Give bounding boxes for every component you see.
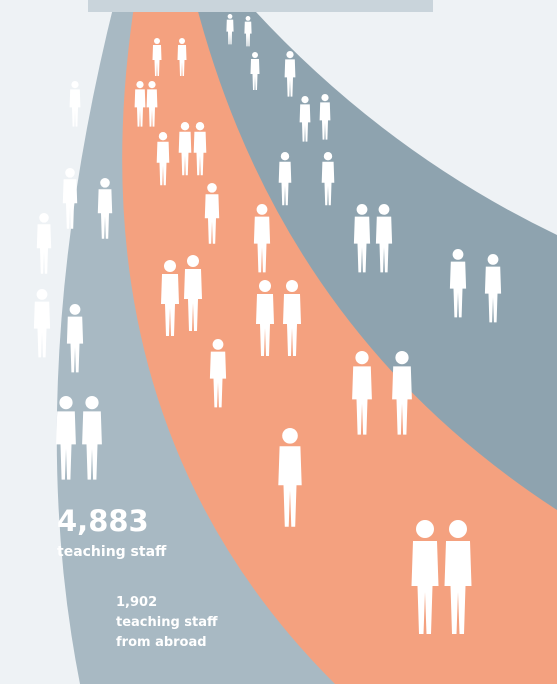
person-body [449, 261, 467, 318]
person-body [278, 161, 292, 206]
stat-label: teaching staff [116, 615, 218, 630]
person-head [259, 280, 271, 292]
person-body [392, 366, 412, 435]
person-body [244, 21, 252, 47]
person-body [97, 189, 113, 239]
person-head [187, 255, 199, 267]
person-body [82, 411, 102, 480]
person-head [136, 81, 144, 89]
person-body [178, 131, 192, 176]
person-body [146, 89, 158, 127]
person-body [161, 274, 179, 336]
person-body [444, 541, 472, 634]
person-head [39, 213, 49, 223]
building-strip [88, 0, 433, 12]
person-head [286, 280, 298, 292]
person-head [212, 339, 224, 350]
person-body [375, 216, 393, 273]
person-body [352, 366, 372, 435]
person-body [33, 301, 51, 358]
person-body [226, 19, 234, 45]
person-body [204, 194, 220, 244]
person-head [452, 249, 464, 260]
person-head [323, 152, 333, 161]
person-head [252, 52, 258, 58]
person-body [484, 266, 502, 323]
person-body [56, 411, 76, 480]
person-body [411, 541, 439, 634]
stat-label: from abroad [116, 635, 207, 650]
person-head [487, 254, 499, 265]
person-head [280, 152, 290, 161]
person-body [321, 161, 335, 206]
person-body [66, 316, 84, 373]
person-head [355, 351, 369, 365]
person-body [299, 104, 311, 142]
stat-value: 1,902 [116, 595, 157, 610]
person-head [207, 183, 217, 193]
person-head [164, 260, 176, 272]
person-body [256, 294, 274, 356]
person-head [71, 81, 79, 89]
stat-value: 4,883 [57, 504, 149, 538]
person-body [152, 45, 162, 76]
person-head [282, 428, 298, 444]
person-head [256, 204, 268, 215]
person-head [286, 51, 294, 59]
background-right [245, 0, 557, 235]
person-body [184, 269, 202, 331]
person-head [65, 168, 75, 178]
person-head [321, 94, 329, 102]
person-head [36, 289, 48, 300]
person-body [36, 224, 52, 274]
person-body [177, 45, 187, 76]
person-head [416, 520, 434, 538]
person-body [319, 102, 331, 140]
person-head [195, 122, 205, 131]
person-head [227, 14, 233, 19]
person-body [284, 59, 296, 97]
person-body [353, 216, 371, 273]
person-head [69, 304, 81, 315]
person-body [193, 131, 207, 176]
person-head [378, 204, 390, 215]
person-body [253, 216, 271, 273]
person-head [59, 396, 73, 410]
person-body [156, 141, 170, 186]
person-body [278, 446, 302, 527]
person-body [209, 351, 227, 408]
person-head [301, 96, 309, 104]
person-head [395, 351, 409, 365]
person-body [250, 59, 260, 90]
person-body [62, 179, 78, 229]
person-body [283, 294, 301, 356]
person-head [100, 178, 110, 188]
person-head [245, 16, 251, 21]
stat-label: teaching staff [57, 544, 167, 560]
person-head [154, 38, 160, 44]
person-head [85, 396, 99, 410]
person-head [158, 132, 168, 141]
person-head [180, 122, 190, 131]
person-head [449, 520, 467, 538]
person-head [356, 204, 368, 215]
people [33, 14, 502, 634]
person-body [134, 89, 146, 127]
person-head [148, 81, 156, 89]
person-head [179, 38, 185, 44]
person-body [69, 89, 81, 127]
